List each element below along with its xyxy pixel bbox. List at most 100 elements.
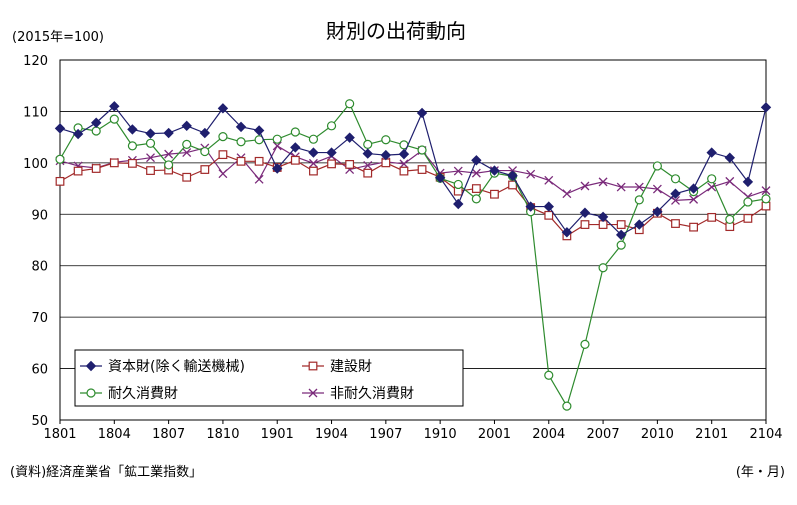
data-point: [55, 176, 65, 186]
data-point: [380, 149, 392, 161]
x-tick-label: 1807: [152, 427, 185, 442]
data-point: [453, 166, 463, 176]
data-point: [416, 107, 428, 119]
data-point: [290, 142, 301, 153]
data-point: [145, 128, 156, 139]
y-tick-label: 100: [23, 157, 48, 172]
data-point: [236, 137, 246, 147]
data-point: [182, 148, 192, 158]
series-line: [59, 105, 767, 236]
data-point: [580, 339, 590, 349]
x-tick-label: 2004: [532, 427, 565, 442]
unit-label: (2015年=100): [12, 30, 104, 45]
data-point: [217, 103, 229, 114]
data-point: [163, 127, 174, 139]
y-tick-label: 60: [31, 363, 48, 378]
data-point: [200, 146, 210, 157]
data-point: [580, 220, 590, 229]
data-point: [453, 179, 463, 190]
data-point: [54, 123, 66, 134]
data-point: [381, 135, 391, 145]
x-tick-label: 1804: [98, 427, 131, 442]
data-point: [761, 194, 771, 204]
data-point: [272, 134, 282, 144]
data-point: [363, 160, 373, 170]
data-point: [308, 134, 319, 144]
data-point: [308, 158, 318, 168]
data-point: [489, 165, 500, 176]
data-point: [688, 183, 699, 194]
series-line: [59, 102, 767, 408]
data-point: [671, 195, 680, 205]
data-point: [544, 210, 554, 220]
data-point: [598, 263, 608, 273]
data-point: [235, 121, 247, 133]
data-point: [146, 153, 155, 163]
data-point: [109, 101, 120, 112]
x-tick-label: 1907: [369, 427, 402, 442]
legend-marker: [85, 360, 97, 372]
data-point: [725, 214, 735, 225]
data-point: [417, 145, 427, 155]
data-point: [707, 174, 717, 184]
data-point: [254, 174, 264, 184]
data-point: [597, 211, 609, 223]
data-point: [326, 121, 337, 131]
data-point: [525, 201, 536, 212]
data-point: [127, 141, 138, 151]
data-point: [182, 172, 192, 182]
data-point: [309, 166, 318, 176]
data-point: [562, 401, 572, 411]
data-point: [362, 148, 373, 159]
data-point: [417, 165, 427, 174]
data-point: [200, 165, 210, 174]
data-point: [109, 158, 119, 168]
y-axis-labels: 50 60 70 80 90 100 110 120: [23, 54, 48, 429]
data-point: [308, 147, 319, 158]
data-point: [471, 168, 481, 178]
series-1: [54, 101, 772, 241]
data-point: [743, 214, 753, 223]
data-point: [707, 212, 717, 222]
series-line: [59, 153, 767, 237]
x-tick-label: 2101: [695, 427, 728, 442]
data-point: [580, 181, 590, 191]
data-point: [706, 147, 717, 158]
data-point: [634, 182, 644, 192]
x-tick-label: 2010: [641, 427, 674, 442]
data-point: [290, 127, 300, 137]
data-point: [146, 166, 155, 175]
data-point: [434, 172, 446, 183]
legend-label: 建設財: [330, 359, 372, 375]
data-point: [544, 370, 554, 380]
legend-item: 耐久消費財: [80, 386, 178, 402]
series-line: [59, 145, 767, 202]
legend-marker: [308, 388, 318, 398]
data-point: [579, 207, 591, 218]
data-point: [91, 126, 101, 136]
data-point: [272, 141, 282, 151]
x-tick-label: 1801: [43, 427, 76, 442]
data-point: [761, 186, 771, 196]
gridlines: [60, 111, 766, 369]
data-point: [598, 177, 608, 187]
data-point: [327, 159, 336, 169]
legend-box: [74, 349, 464, 407]
data-point: [72, 128, 84, 140]
data-point: [344, 132, 355, 143]
data-point: [73, 166, 83, 176]
data-point: [670, 174, 681, 184]
x-tick-label: 2007: [587, 427, 620, 442]
chart-title: 財別の出荷動向: [326, 19, 466, 43]
data-point: [128, 158, 137, 168]
data-point: [127, 124, 138, 135]
series-2: [55, 150, 771, 241]
data-point: [543, 201, 554, 212]
data-point: [724, 152, 736, 163]
x-axis-labels: 1801 1804 1807 1810 1901 1904 1907 1910 2001 2004…: [43, 420, 783, 442]
series-layer: [54, 99, 772, 411]
data-point: [471, 184, 481, 193]
data-point: [399, 159, 409, 169]
